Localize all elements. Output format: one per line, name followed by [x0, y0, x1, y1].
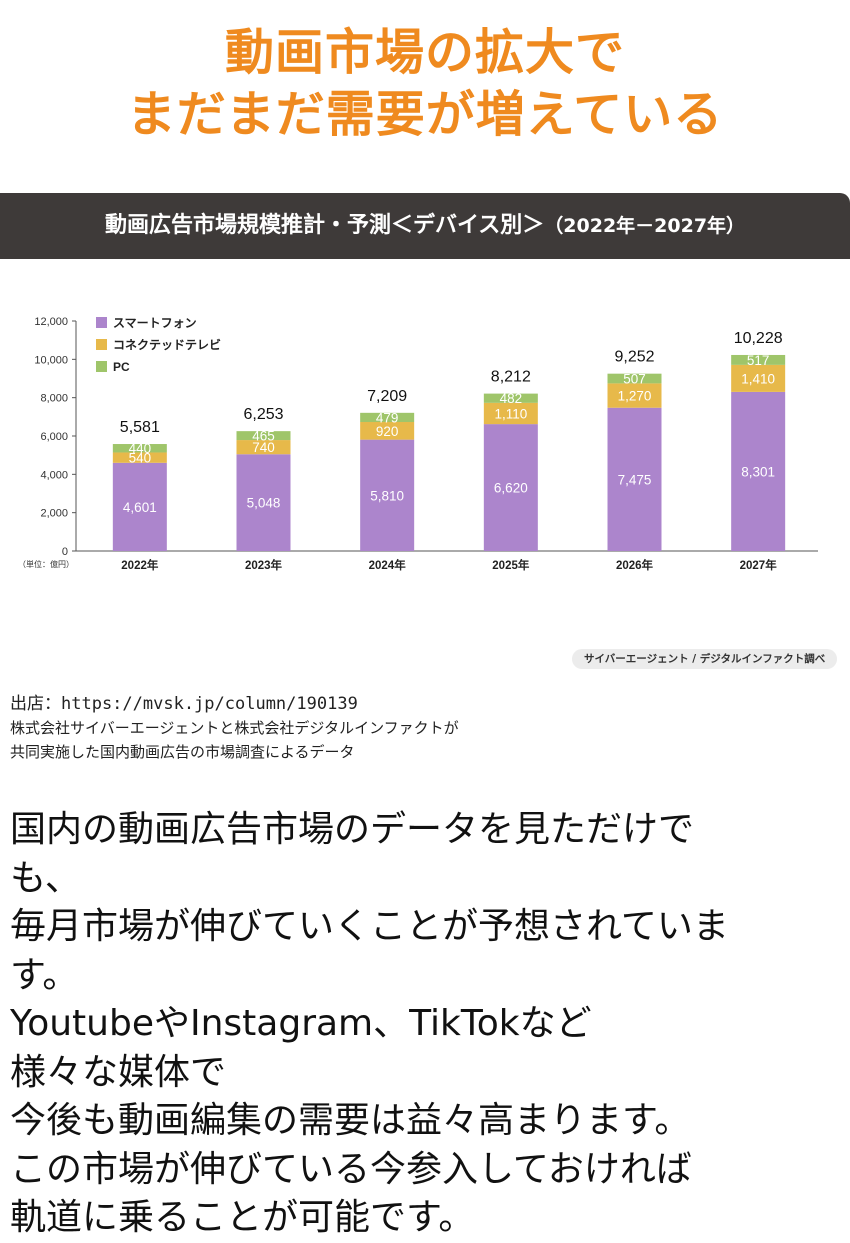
bar-segment [360, 439, 415, 551]
body-line: 国内の動画広告市場のデータを見ただけで [10, 809, 695, 850]
data-label: 507 [623, 372, 646, 387]
chart-panel: 動画広告市場規模推計・予測＜デバイス別＞（2022年－2027年） 0 2,000… [0, 193, 850, 675]
source-line-3: 共同実施した国内動画広告の市場調査によるデータ [10, 743, 355, 761]
total-label: 8,212 [491, 369, 531, 386]
bar-segment [236, 431, 291, 441]
body-line: も、 [10, 857, 81, 899]
bar-segment [607, 383, 662, 408]
body-line: 様々な媒体で [10, 1051, 227, 1093]
source-line-2: 株式会社サイバーエージェントと株式会社デジタルインファクトが [10, 719, 459, 737]
data-label: 1,270 [618, 389, 652, 404]
x-tick-label: 2022年 [121, 558, 159, 572]
y-tick-label: 12,000 [34, 316, 68, 328]
bar-segment [236, 454, 291, 551]
y-tick-label: 6,000 [40, 431, 68, 443]
bar-segment [360, 412, 415, 423]
bar-segment [731, 354, 786, 365]
data-label: 479 [376, 410, 399, 425]
bar-segment [731, 364, 786, 392]
chart-title: 動画広告市場規模推計・予測＜デバイス別＞ [104, 213, 545, 238]
data-label: 7,475 [618, 472, 652, 487]
bar-segment [236, 440, 291, 455]
x-tick-label: 2026年 [616, 558, 654, 572]
data-label: 517 [747, 353, 770, 368]
bar-segment [112, 444, 167, 453]
body-line: す。 [10, 954, 79, 996]
data-label: 920 [376, 424, 399, 439]
data-label: 482 [500, 391, 523, 406]
x-tick-label: 2025年 [492, 558, 530, 572]
source-url-line[interactable]: 出店：https://mvsk.jp/column/190139 [10, 694, 358, 714]
y-tick-label: 8,000 [40, 393, 68, 405]
data-label: 540 [129, 451, 152, 466]
legend-label: コネクテッドテレビ [113, 337, 221, 352]
chart-source-badge: サイバーエージェント / デジタルインファクト調べ [572, 649, 838, 669]
headline-line-2: まだまだ需要が増えている [126, 86, 724, 143]
total-label: 9,252 [614, 349, 654, 366]
x-tick-label: 2024年 [369, 558, 407, 572]
legend-swatch [96, 361, 107, 372]
legend-swatch [96, 339, 107, 350]
legend-label: PC [113, 360, 130, 374]
legend-swatch [96, 317, 107, 328]
data-label: 4,601 [123, 500, 157, 515]
body-text: 国内の動画広告市場のデータを見ただけで も、 毎月市場が伸びていくことが予想され… [10, 806, 729, 1243]
chart-title-bar: 動画広告市場規模推計・予測＜デバイス別＞（2022年－2027年） [0, 193, 850, 259]
data-label: 6,620 [494, 481, 528, 496]
bar-segment [112, 452, 167, 463]
body-line: YoutubeやInstagram、TikTokなど [10, 1003, 592, 1044]
legend-label: スマートフォン [113, 316, 197, 330]
y-tick-label: 2,000 [40, 508, 68, 520]
total-label: 5,581 [120, 419, 160, 436]
stacked-bar-chart: 0 2,000 4,000 6,000 8,000 10,000 12,000 （単位：億円）… [18, 316, 818, 572]
data-label: 740 [252, 440, 275, 455]
x-tick-label: 2023年 [245, 558, 283, 572]
x-tick-label: 2027年 [740, 558, 778, 572]
bar-segment [607, 373, 662, 384]
total-label: 7,209 [367, 388, 407, 405]
total-label: 6,253 [243, 406, 283, 423]
data-label: 5,048 [247, 496, 281, 511]
data-label: 8,301 [741, 464, 775, 479]
bar-segment [360, 422, 415, 440]
y-tick-label: 10,000 [34, 354, 68, 366]
bar-segment [607, 407, 662, 551]
bar-segment [112, 462, 167, 551]
y-tick-label: 0 [62, 546, 68, 558]
y-tick-label: 4,000 [40, 469, 68, 481]
chart-title-period: （2022年－2027年） [544, 215, 746, 237]
body-line: 毎月市場が伸びていくことが予想されていま [10, 906, 729, 947]
headline: 動画市場の拡大で まだまだ需要が増えている [0, 22, 850, 146]
bar-segment [731, 391, 786, 551]
total-label: 10,228 [734, 330, 783, 347]
body-line: 軌道に乗ることが可能です。 [10, 1197, 475, 1238]
bar-segment [483, 402, 538, 425]
data-label: 1,410 [741, 371, 775, 386]
data-label: 5,810 [370, 488, 404, 503]
body-line: この市場が伸びている今参入しておければ [10, 1148, 692, 1190]
data-label: 440 [129, 441, 152, 456]
source-block: 出店：https://mvsk.jp/column/190139 株式会社サイバ… [10, 692, 459, 764]
bar-segment [483, 424, 538, 551]
data-label: 465 [252, 429, 275, 444]
bar-segment [483, 393, 538, 403]
headline-line-1: 動画市場の拡大で [224, 24, 625, 81]
body-line: 今後も動画編集の需要は益々高まります。 [10, 1100, 691, 1141]
data-label: 1,110 [494, 406, 527, 421]
unit-label: （単位：億円） [18, 559, 74, 569]
